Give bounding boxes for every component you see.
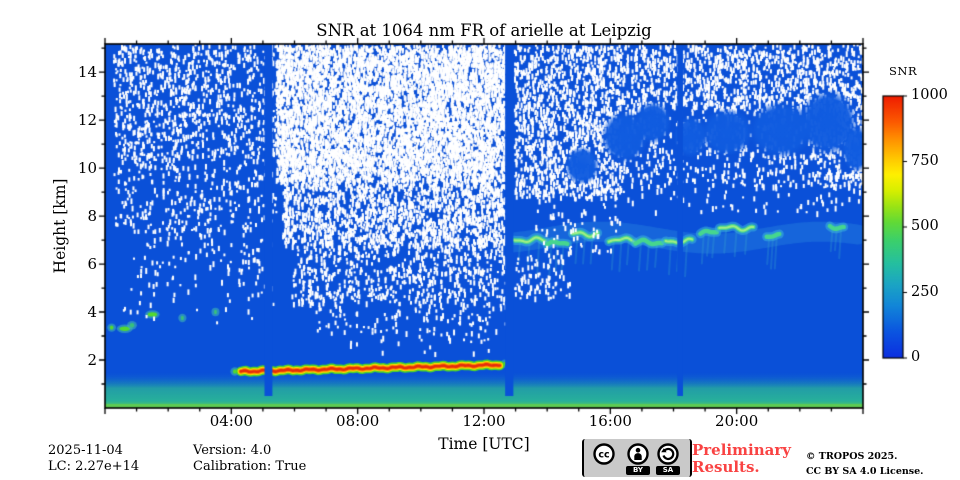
y-tick-label: 6 <box>87 255 97 274</box>
cc-sa-arrow-icon <box>657 443 679 465</box>
colorbar-tick-label: 250 <box>911 283 939 300</box>
y-tick-label: 12 <box>77 111 97 130</box>
colorbar-tick-label: 750 <box>911 152 939 169</box>
y-tick-label: 2 <box>87 351 97 369</box>
footer-lidar-constant: LC: 2.27e+14 <box>48 459 140 474</box>
preliminary-results-note: Preliminary Results. <box>692 441 791 476</box>
svg-text:cc: cc <box>598 450 609 461</box>
footer-version: Version: 4.0 <box>193 443 272 458</box>
colorbar-tick-label: 1000 <box>911 87 948 103</box>
x-axis-label: Time [UTC] <box>438 435 530 453</box>
x-tick-label: 04:00 <box>209 412 253 430</box>
colorbar-tick-label: 500 <box>911 218 939 234</box>
cc-by-tag: BY <box>626 466 650 475</box>
colorbar-label: SNR <box>889 64 918 78</box>
cc-license-badge: cc BY SA <box>582 439 692 477</box>
cc-icon: cc <box>593 443 615 465</box>
y-tick-label: 8 <box>87 207 97 226</box>
x-tick-label: 16:00 <box>588 412 632 430</box>
x-tick-label: 20:00 <box>715 412 759 430</box>
plot-title: SNR at 1064 nm FR of arielle at Leipzig <box>316 21 652 40</box>
cc-sa-tag: SA <box>656 466 680 475</box>
cc-by-person-icon <box>627 443 649 465</box>
x-tick-label: 12:00 <box>462 412 506 430</box>
y-tick-label: 14 <box>77 63 97 82</box>
footer-calibration: Calibration: True <box>193 459 307 474</box>
footer-date: 2025-11-04 <box>48 443 123 458</box>
y-tick-label: 4 <box>87 303 97 322</box>
y-tick-label: 10 <box>77 159 97 178</box>
colorbar-tick-label: 0 <box>911 349 921 365</box>
copyright-note: © TROPOS 2025. CC BY SA 4.0 License. <box>806 451 924 477</box>
x-tick-label: 08:00 <box>336 412 380 430</box>
